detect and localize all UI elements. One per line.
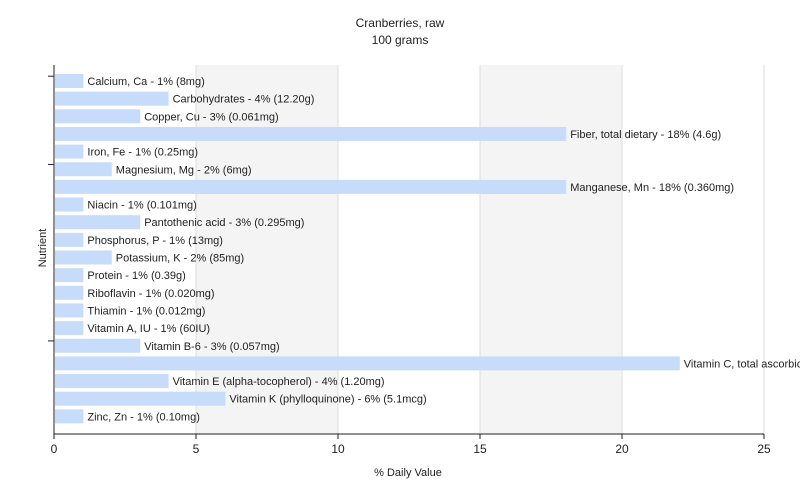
x-tick-label: 5: [193, 442, 200, 456]
bar: [55, 197, 84, 212]
bar: [55, 409, 84, 424]
grid-band: [622, 65, 764, 434]
bar: [55, 162, 112, 177]
grid-band: [338, 65, 480, 434]
bar-label: Calcium, Ca - 1% (8mg): [87, 76, 204, 88]
bar-label: Fiber, total dietary - 18% (4.6g): [570, 129, 721, 141]
y-axis-label: Nutrient: [37, 229, 49, 268]
x-tick-label: 10: [331, 442, 345, 456]
bars-group: [55, 74, 680, 424]
bar-label: Thiamin - 1% (0.012mg): [87, 305, 205, 317]
x-axis-label: % Daily Value: [374, 467, 442, 479]
axes-group: 0 5 10 15 20 25: [48, 65, 771, 456]
bar-label: Zinc, Zn - 1% (0.10mg): [87, 411, 199, 423]
bar-label: Protein - 1% (0.39g): [87, 270, 185, 282]
bar: [55, 144, 84, 159]
bar: [55, 374, 169, 389]
grid-band: [54, 65, 196, 434]
x-tick-label: 20: [615, 442, 629, 456]
grid-band: [196, 65, 338, 434]
x-tick-label: 0: [51, 442, 58, 456]
bar: [55, 250, 112, 265]
bar: [55, 338, 141, 353]
bar-label: Vitamin E (alpha-tocopherol) - 4% (1.20m…: [173, 376, 385, 388]
grid-bands: [54, 65, 764, 434]
bar: [55, 321, 84, 336]
bar-label: Magnesium, Mg - 2% (6mg): [116, 164, 252, 176]
bar: [55, 126, 567, 141]
bar: [55, 285, 84, 300]
x-tick-label: 25: [757, 442, 771, 456]
bar-label: Vitamin B-6 - 3% (0.057mg): [144, 341, 280, 353]
bar: [55, 91, 169, 106]
bar-label: Niacin - 1% (0.101mg): [87, 200, 196, 212]
bar-label: Vitamin A, IU - 1% (60IU): [87, 323, 210, 335]
bar-label: Riboflavin - 1% (0.020mg): [87, 288, 214, 300]
bar-label: Copper, Cu - 3% (0.061mg): [144, 111, 279, 123]
grid-lines: [195, 65, 765, 434]
x-tick-label: 15: [473, 442, 487, 456]
bar: [55, 179, 567, 194]
bar: [55, 109, 141, 124]
bar-labels-group: Calcium, Ca - 1% (8mg) Carbohydrates - 4%…: [87, 76, 800, 423]
bar-label: Manganese, Mn - 18% (0.360mg): [570, 182, 734, 194]
bar: [55, 391, 226, 406]
chart-title: Cranberries, raw: [356, 16, 445, 30]
bar: [55, 232, 84, 247]
bar: [55, 215, 141, 230]
bar: [55, 303, 84, 318]
bar-label: Pantothenic acid - 3% (0.295mg): [144, 217, 304, 229]
bar-label: Vitamin K (phylloquinone) - 6% (5.1mcg): [229, 394, 426, 406]
bar: [55, 356, 680, 371]
bar-label: Potassium, K - 2% (85mg): [116, 253, 244, 265]
grid-band: [480, 65, 622, 434]
bar: [55, 268, 84, 283]
bar-label: Iron, Fe - 1% (0.25mg): [87, 147, 198, 159]
bar-label: Vitamin C, total ascorbic acid - 22% (13…: [684, 358, 800, 370]
bar: [55, 74, 84, 88]
chart-subtitle: 100 grams: [372, 33, 429, 47]
bar-label: Carbohydrates - 4% (12.20g): [173, 94, 315, 106]
bar-label: Phosphorus, P - 1% (13mg): [87, 235, 223, 247]
